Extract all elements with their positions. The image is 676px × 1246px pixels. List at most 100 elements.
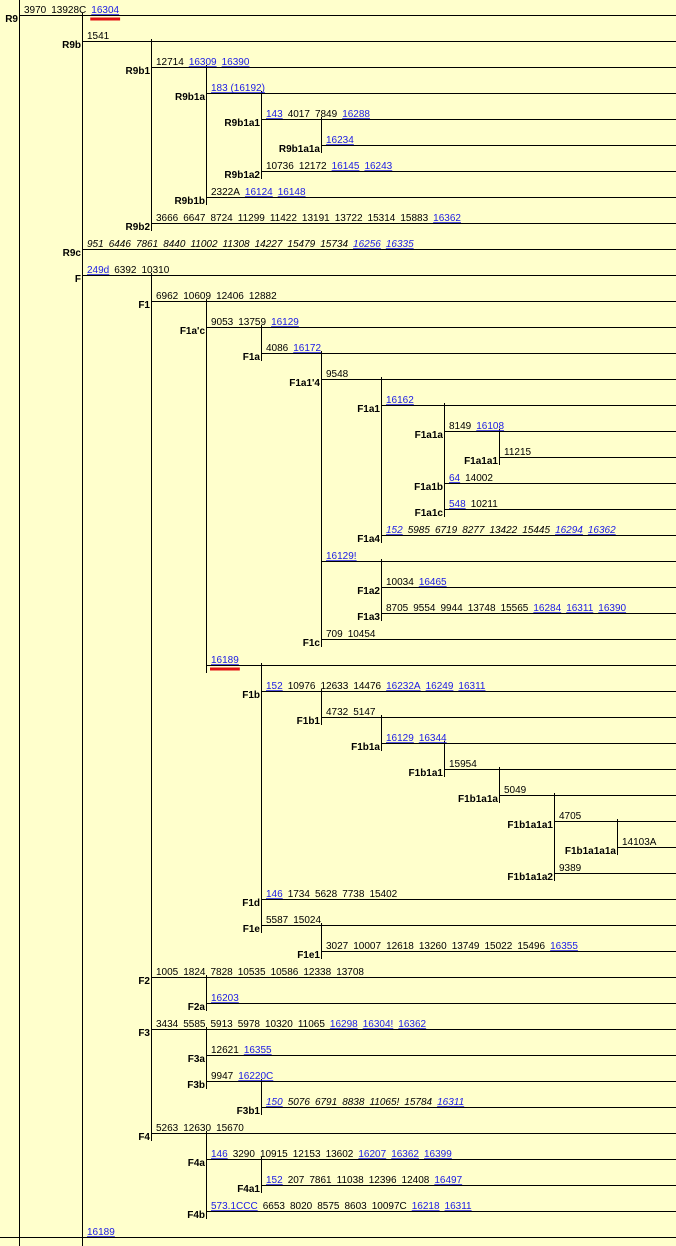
node-label-F1b1: F1b1 [297, 716, 321, 727]
mutation-F4b-5: 10097C [372, 1201, 407, 1212]
mutation-F1a'c-0: 9053 [211, 317, 234, 328]
mutation-F1a4-0[interactable]: 152 [386, 525, 403, 536]
mutation-F1a'c-2[interactable]: 16129 [271, 317, 299, 328]
mutation-R9b1a-0[interactable]: 183 (16192) [211, 83, 265, 94]
mutation-F3-6[interactable]: 16298 [330, 1019, 358, 1030]
node-label-F1a1c: F1a1c [415, 508, 444, 519]
mutation-F4b-2: 8020 [290, 1201, 313, 1212]
mutation-F4a1-0[interactable]: 152 [266, 1175, 283, 1186]
mutation-F3-4: 10320 [265, 1019, 293, 1030]
mutation-F1b1a-1[interactable]: 16344 [419, 733, 447, 744]
mutation-F4b-0[interactable]: 573.1CCC [211, 1201, 258, 1212]
node-label-F1a3: F1a3 [357, 612, 380, 623]
mutation-F1a-x-0[interactable]: 16129! [326, 551, 357, 562]
mutation-F1e-1: 15024 [293, 915, 321, 926]
mutation-F4b-1: 6653 [263, 1201, 286, 1212]
mutation-F4b-7[interactable]: 16311 [445, 1201, 473, 1212]
mutation-F4b-6[interactable]: 16218 [412, 1201, 440, 1212]
mutation-R9b1a1-1: 4017 [288, 109, 311, 120]
mutation-F4a1-6[interactable]: 16497 [434, 1175, 462, 1186]
mutation-F-0[interactable]: 249d [87, 265, 109, 276]
mutation-F3-8[interactable]: 16362 [398, 1019, 426, 1030]
mutation-F1a3-6[interactable]: 16311 [566, 603, 594, 614]
mutation-F1e1-0: 3027 [326, 941, 349, 952]
mutation-F3b1-2: 6791 [315, 1097, 337, 1108]
mutation-F1a4-1: 5985 [408, 525, 431, 536]
mutation-F1a3-7[interactable]: 16390 [598, 603, 626, 614]
mutation-F1b-6[interactable]: 16311 [458, 681, 486, 692]
mutation-F1a2-1[interactable]: 16465 [419, 577, 447, 588]
mutation-F1a1c-0[interactable]: 548 [449, 499, 466, 510]
mutation-R9b1a1-3[interactable]: 16288 [342, 109, 370, 120]
mutation-F4a-7[interactable]: 16399 [424, 1149, 452, 1160]
mutation-R9b1-1[interactable]: 16309 [189, 57, 217, 68]
mutation-F1b-4[interactable]: 16232A [386, 681, 421, 692]
mutation-F1a1b-0[interactable]: 64 [449, 473, 461, 484]
node-label-F1a1a: F1a1a [415, 430, 444, 441]
mutation-F3-7[interactable]: 16304! [363, 1019, 394, 1030]
mutation-F1a1c-1: 10211 [471, 499, 499, 510]
node-label-F3b: F3b [187, 1080, 205, 1091]
node-label-R9b1b: R9b1b [174, 196, 205, 207]
mutation-F2-0: 1005 [156, 967, 179, 978]
mutation-R9c-1: 6446 [109, 239, 132, 250]
mutation-F4-2: 15670 [216, 1123, 244, 1134]
mutation-R9c-4: 11002 [190, 239, 218, 250]
mutation-F1-x-0[interactable]: 16189 [211, 655, 239, 666]
mutation-R9b1a2-2[interactable]: 16145 [332, 161, 360, 172]
node-label-F1b1a: F1b1a [351, 742, 380, 753]
mutation-F2a-0[interactable]: 16203 [211, 993, 239, 1004]
mutation-F4a1-3: 11038 [337, 1175, 365, 1186]
mutation-F1e1-4: 13749 [452, 941, 480, 952]
mutation-F3b1-0[interactable]: 150 [266, 1097, 283, 1108]
mutation-F4a1-1: 207 [288, 1175, 305, 1186]
mutation-F1a4-7[interactable]: 16362 [588, 525, 616, 536]
mutation-R9c-5: 11308 [223, 239, 251, 250]
node-label-F1a1: F1a1 [357, 404, 380, 415]
mutation-F1d-0[interactable]: 146 [266, 889, 283, 900]
mutation-F1b-5[interactable]: 16249 [426, 681, 454, 692]
mutation-F1a4-6[interactable]: 16294 [555, 525, 583, 536]
mutation-F1e1-7[interactable]: 16355 [550, 941, 578, 952]
mutation-R9c-10[interactable]: 16335 [386, 239, 414, 250]
mutation-F1b-0[interactable]: 152 [266, 681, 283, 692]
mutation-F3-5: 11065 [298, 1019, 326, 1030]
mutation-R9b2-5: 13191 [302, 213, 330, 224]
mutation-F1e1-3: 13260 [419, 941, 447, 952]
mutation-F3b1-6[interactable]: 16311 [437, 1097, 464, 1108]
mutation-F3-0: 3434 [156, 1019, 179, 1030]
mutation-F3a-1[interactable]: 16355 [244, 1045, 272, 1056]
mutation-F4a-5[interactable]: 16207 [358, 1149, 386, 1160]
node-label-F1: F1 [138, 300, 150, 311]
mutation-F1b1a1a1-0: 4705 [559, 811, 582, 822]
mutation-R9b1a1-0[interactable]: 143 [266, 109, 283, 120]
node-label-F4a: F4a [188, 1158, 206, 1169]
mutation-F4a-3: 12153 [293, 1149, 321, 1160]
node-label-F4b: F4b [187, 1210, 205, 1221]
node-label-F1b1a1: F1b1a1 [409, 768, 444, 779]
mutation-F1a-1[interactable]: 16172 [293, 343, 321, 354]
mutation-R9b1-2[interactable]: 16390 [222, 57, 250, 68]
node-label-F2a: F2a [188, 1002, 206, 1013]
mutation-R9b1b-2[interactable]: 16148 [278, 187, 306, 198]
mutation-R9b1a1-2: 7849 [315, 109, 338, 120]
mutation-R9b1a2-3[interactable]: 16243 [364, 161, 392, 172]
mutation-F1a3-5[interactable]: 16284 [533, 603, 561, 614]
mutation-R9b1a1a-0[interactable]: 16234 [326, 135, 354, 146]
node-label-R9b: R9b [62, 40, 81, 51]
mutation-R9c-9[interactable]: 16256 [353, 239, 381, 250]
mutation-F4a-0[interactable]: 146 [211, 1149, 228, 1160]
mutation-F3b-1[interactable]: 16220C [238, 1071, 273, 1082]
node-label-F2: F2 [138, 976, 150, 987]
mutation-F4a-6[interactable]: 16362 [391, 1149, 419, 1160]
mutation-R9-x-0[interactable]: 16189 [87, 1227, 115, 1238]
mutation-R9-2[interactable]: 16304 [91, 5, 119, 16]
mutation-F3b1-5: 15784 [404, 1097, 432, 1108]
mutation-R9b2-9[interactable]: 16362 [433, 213, 461, 224]
mutation-R9b1a2-0: 10736 [266, 161, 294, 172]
mutation-F1a1'4-0: 9548 [326, 369, 349, 380]
mutation-R9b1b-1[interactable]: 16124 [245, 187, 273, 198]
mutation-F1a1-0[interactable]: 16162 [386, 395, 414, 406]
mutation-F1a1a-1[interactable]: 16108 [476, 421, 504, 432]
mutation-F1b1a-0[interactable]: 16129 [386, 733, 414, 744]
